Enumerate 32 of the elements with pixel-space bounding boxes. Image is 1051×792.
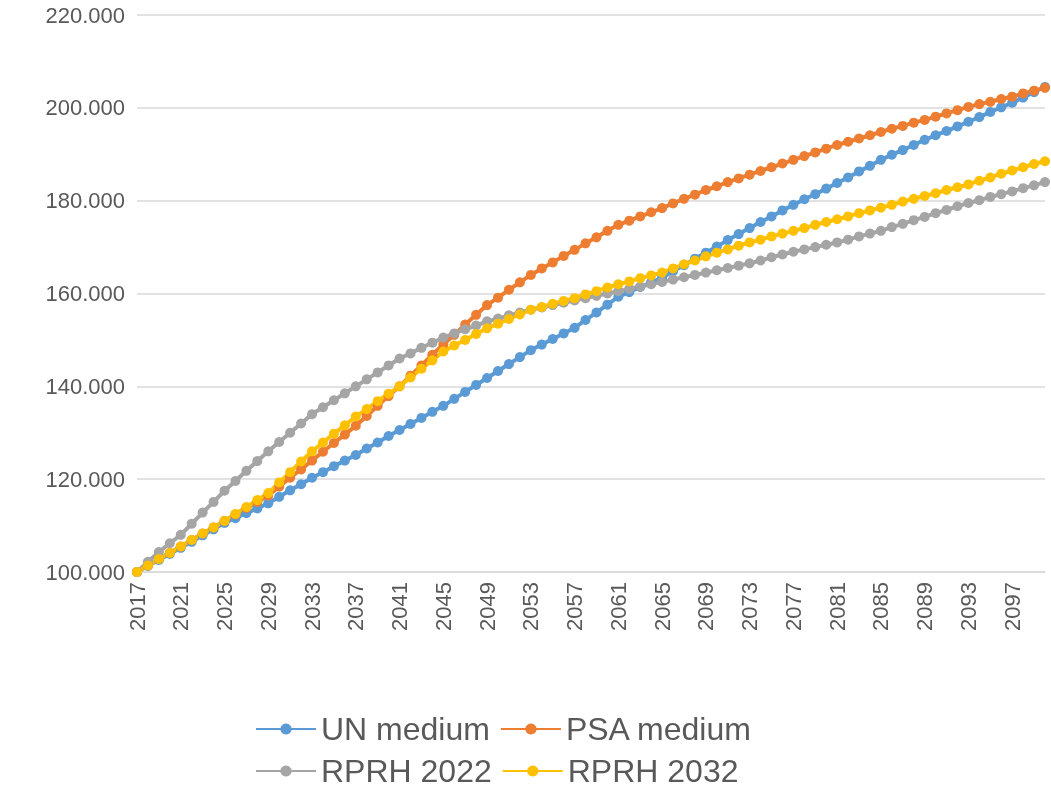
- x-tick-label: 2021: [168, 582, 194, 631]
- y-tick-label: 100.000: [45, 559, 125, 585]
- x-tick-label: 2053: [518, 582, 544, 631]
- x-tick-label: 2069: [693, 582, 719, 631]
- legend-label: PSA medium: [565, 711, 751, 747]
- x-tick-label: 2041: [387, 582, 413, 631]
- y-tick-label: 140.000: [45, 373, 125, 399]
- y-tick-label: 220.000: [45, 2, 125, 28]
- y-tick-label: 160.000: [45, 281, 125, 306]
- x-tick-label: 2049: [474, 582, 500, 631]
- y-tick-label: 180.000: [45, 188, 125, 214]
- x-tick-label: 2085: [868, 582, 894, 631]
- x-tick-label: 2033: [299, 582, 325, 631]
- x-tick-label: 2081: [824, 582, 850, 631]
- x-tick-label: 2065: [649, 582, 675, 631]
- x-tick-label: 2037: [343, 582, 369, 631]
- legend-label: RPRH 2022: [321, 753, 492, 789]
- x-tick-label: 2029: [255, 582, 281, 631]
- x-tick-label: 2017: [124, 582, 150, 631]
- x-tick-label: 2093: [955, 582, 981, 631]
- x-tick-label: 2089: [912, 582, 938, 631]
- y-tick-label: 200.000: [45, 95, 125, 121]
- y-tick-label: 120.000: [45, 466, 125, 492]
- x-tick-label: 2057: [562, 582, 588, 631]
- x-tick-label: 2045: [430, 582, 456, 631]
- x-tick-label: 2061: [605, 582, 631, 631]
- x-tick-label: 2073: [737, 582, 763, 631]
- x-tick-label: 2025: [212, 582, 238, 631]
- legend-label: UN medium: [321, 711, 490, 747]
- legend-label: RPRH 2032: [567, 753, 739, 789]
- x-tick-label: 2077: [780, 582, 806, 631]
- x-tick-label: 2097: [999, 582, 1025, 631]
